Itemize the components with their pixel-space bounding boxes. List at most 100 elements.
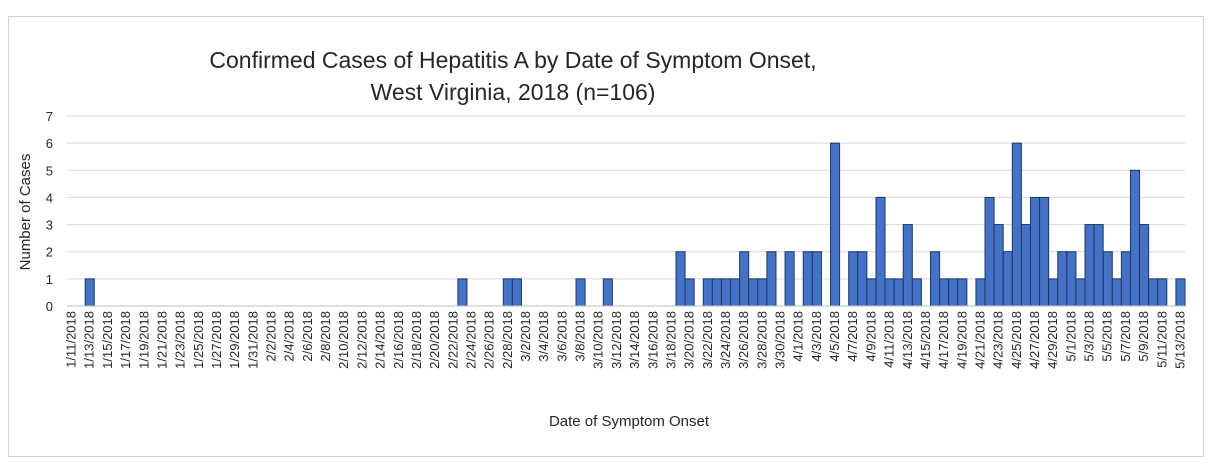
- bar-3-31-2018: [784, 251, 795, 307]
- bar-4-13-2018: [902, 224, 913, 307]
- x-tick-label-28: 3/8/2018: [573, 311, 588, 362]
- bar-4-27-2018: [1029, 196, 1041, 307]
- y-axis-title: Number of Cases: [17, 154, 34, 271]
- x-tick-label-31: 3/14/2018: [627, 311, 642, 369]
- x-tick-label-23: 2/26/2018: [482, 311, 497, 369]
- bars: [84, 142, 1186, 307]
- x-tick-label-30: 3/12/2018: [609, 311, 624, 369]
- x-tick-labels: 1/11/2018 1/13/2018 1/15/2018 1/17/2018 1/19…: [64, 311, 1188, 369]
- bar-4-22-2018: [984, 196, 995, 307]
- x-tick-label-50: 4/21/2018: [972, 311, 987, 369]
- x-tick-label-39: 3/30/2018: [773, 311, 788, 369]
- bar-4-10-2018: [875, 196, 886, 307]
- x-tick-label-52: 4/25/2018: [1009, 311, 1024, 369]
- bar-4-21-2018: [975, 278, 986, 307]
- bar-5-10-2018: [1148, 278, 1159, 307]
- bar-4-23-2018: [993, 224, 1004, 307]
- bar-5-6-2018: [1111, 278, 1122, 307]
- x-tick-label-32: 3/16/2018: [645, 311, 660, 369]
- gridlines: [67, 115, 1185, 280]
- x-tick-label-0: 1/11/2018: [64, 311, 79, 368]
- bar-5-3-2018: [1084, 224, 1095, 307]
- x-tick-label-2: 1/15/2018: [100, 311, 115, 369]
- x-tick-label-42: 4/5/2018: [827, 311, 842, 362]
- x-tick-label-43: 4/7/2018: [845, 311, 860, 362]
- x-tick-label-11: 2/2/2018: [264, 311, 279, 362]
- y-tick-label-7: 7: [46, 109, 53, 124]
- x-tick-label-19: 2/18/2018: [409, 311, 424, 369]
- bar-3-8-2018: [575, 278, 586, 307]
- x-tick-label-3: 1/17/2018: [118, 311, 133, 369]
- x-tick-label-15: 2/10/2018: [336, 311, 351, 369]
- x-tick-label-46: 4/13/2018: [900, 311, 915, 369]
- bar-4-25-2018: [1011, 142, 1022, 307]
- x-tick-label-57: 5/5/2018: [1100, 311, 1115, 362]
- chart-title-line-1: Confirmed Cases of Hepatitis A by Date o…: [209, 47, 816, 73]
- x-tick-label-44: 4/9/2018: [863, 311, 878, 362]
- x-tick-label-47: 4/15/2018: [918, 311, 933, 369]
- x-tick-label-9: 1/29/2018: [227, 311, 242, 369]
- bar-4-28-2018: [1039, 196, 1050, 307]
- bar-5-7-2018: [1120, 251, 1131, 307]
- y-tick-labels: 0 1 2 3 4 5 6 7: [46, 109, 53, 314]
- x-tick-label-6: 1/23/2018: [173, 311, 188, 369]
- x-tick-label-25: 3/2/2018: [518, 311, 533, 362]
- bar-4-8-2018: [857, 251, 868, 307]
- x-axis-title: Date of Symptom Onset: [549, 413, 710, 430]
- y-tick-label-4: 4: [46, 190, 53, 205]
- x-tick-label-18: 2/16/2018: [391, 311, 406, 369]
- bar-3-11-2018: [602, 278, 613, 307]
- x-tick-label-54: 4/29/2018: [1045, 311, 1060, 369]
- x-tick-label-55: 5/1/2018: [1063, 311, 1078, 362]
- bar-3-26-2018: [739, 251, 750, 307]
- bar-4-7-2018: [848, 251, 859, 307]
- bar-3-19-2018: [675, 251, 686, 307]
- x-tick-label-49: 4/19/2018: [954, 311, 969, 369]
- x-tick-label-35: 3/22/2018: [700, 311, 715, 369]
- x-tick-label-37: 3/26/2018: [736, 311, 751, 369]
- y-tick-label-1: 1: [46, 272, 53, 287]
- bar-4-5-2018: [830, 142, 841, 307]
- x-tick-label-36: 3/24/2018: [718, 311, 733, 369]
- x-tick-label-41: 4/3/2018: [809, 311, 824, 362]
- y-tick-label-2: 2: [46, 245, 53, 260]
- x-tick-label-60: 5/11/2018: [1154, 311, 1169, 368]
- x-tick-label-53: 4/27/2018: [1027, 311, 1042, 369]
- bar-3-28-2018: [757, 278, 768, 307]
- bar-5-4-2018: [1093, 224, 1104, 307]
- x-tick-label-38: 3/28/2018: [754, 311, 769, 369]
- bar-2-28-2018: [502, 278, 513, 307]
- bar-5-9-2018: [1139, 224, 1150, 307]
- x-tick-label-61: 5/13/2018: [1172, 311, 1187, 369]
- x-tick-label-40: 4/1/2018: [791, 311, 806, 362]
- x-tick-label-13: 2/6/2018: [300, 311, 315, 362]
- bar-5-13-2018: [1175, 278, 1186, 307]
- bar-3-24-2018: [720, 278, 732, 307]
- bar-4-19-2018: [957, 278, 968, 307]
- x-tick-label-29: 3/10/2018: [591, 311, 606, 369]
- bar-4-24-2018: [1002, 251, 1013, 307]
- x-tick-label-45: 4/11/2018: [882, 311, 897, 368]
- x-tick-label-10: 1/31/2018: [245, 311, 260, 369]
- bar-4-16-2018: [930, 251, 941, 307]
- chart-frame: Confirmed Cases of Hepatitis A by Date o…: [8, 16, 1204, 457]
- x-tick-label-17: 2/14/2018: [373, 311, 388, 369]
- x-tick-label-5: 1/21/2018: [154, 311, 169, 369]
- x-tick-label-59: 5/9/2018: [1136, 311, 1151, 362]
- bar-5-2-2018: [1075, 278, 1086, 307]
- bar-3-25-2018: [730, 278, 741, 307]
- bar-5-5-2018: [1102, 251, 1113, 307]
- x-tick-label-58: 5/7/2018: [1118, 311, 1133, 362]
- x-tick-label-26: 3/4/2018: [536, 311, 551, 362]
- x-tick-label-33: 3/18/2018: [663, 311, 678, 369]
- y-tick-label-6: 6: [46, 136, 53, 151]
- x-tick-label-12: 2/4/2018: [282, 311, 297, 362]
- bar-4-11-2018: [884, 278, 895, 307]
- y-tick-label-5: 5: [46, 163, 53, 178]
- chart-svg: Confirmed Cases of Hepatitis A by Date o…: [17, 47, 1188, 430]
- x-tick-label-34: 3/20/2018: [682, 311, 697, 369]
- bar-4-17-2018: [939, 278, 950, 307]
- bar-4-3-2018: [811, 251, 822, 307]
- bar-5-8-2018: [1129, 169, 1141, 307]
- bar-3-22-2018: [702, 278, 713, 307]
